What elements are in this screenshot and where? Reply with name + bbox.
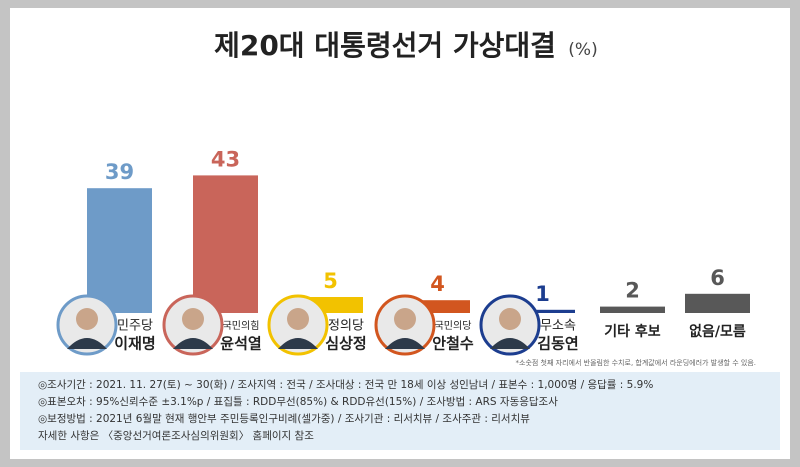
portrait-body [67,338,107,349]
x-tick-label: 기타 후보 [604,324,661,340]
x-tick-label: 윤석열 [220,335,261,353]
portrait-head [76,308,98,330]
portrait-head [394,308,416,330]
footnote: *소숫점 첫째 자리에서 반올림한 수치로, 합계값에서 라운딩에러가 발생할 … [516,358,757,367]
bar [600,306,665,313]
value-label: 43 [211,147,240,171]
portrait-body [173,338,213,349]
party-label: 민주당 [117,319,153,334]
portrait-head [182,308,204,330]
note: ◎보정방법 : 2021년 6월말 현재 행안부 주민등록인구비례(셀가중) /… [38,413,530,425]
value-label: 6 [710,266,725,290]
bar [510,309,575,313]
value-label: 4 [430,272,445,296]
x-tick-label: 김동연 [537,335,578,353]
x-tick-label: 안철수 [432,335,474,353]
party-label: 국민의힘 [223,320,260,332]
value-label: 39 [105,160,134,184]
note: 자세한 사항은 〈중앙선거여론조사심의위원회〉 홈페이지 참조 [38,429,314,442]
chart-title: 제20대 대통령선거 가상대결 [214,29,556,62]
bar [193,175,258,313]
portrait-body [278,338,318,349]
value-label: 5 [323,269,338,293]
portrait-body [385,338,425,349]
portrait-head [287,308,309,330]
party-label: 무소속 [540,319,576,334]
x-tick-label: 없음/모름 [689,324,746,340]
party-label: 정의당 [328,319,364,334]
x-tick-label: 이재명 [114,335,155,353]
value-label: 2 [625,279,640,303]
bar [87,188,152,313]
portrait-head [499,308,521,330]
info-box [20,372,780,450]
note: ◎조사기간 : 2021. 11. 27(토) ~ 30(화) / 조사지역 :… [38,379,653,391]
x-tick-label: 심상정 [325,335,366,353]
portrait-body [490,338,530,349]
value-label: 1 [535,282,550,306]
party-label: 국민의당 [435,320,472,332]
bar [685,293,750,313]
note: ◎표본오차 : 95%신뢰수준 ±3.1%p / 표집틀 : RDD무선(85%… [38,396,558,408]
unit: (%) [568,40,597,60]
